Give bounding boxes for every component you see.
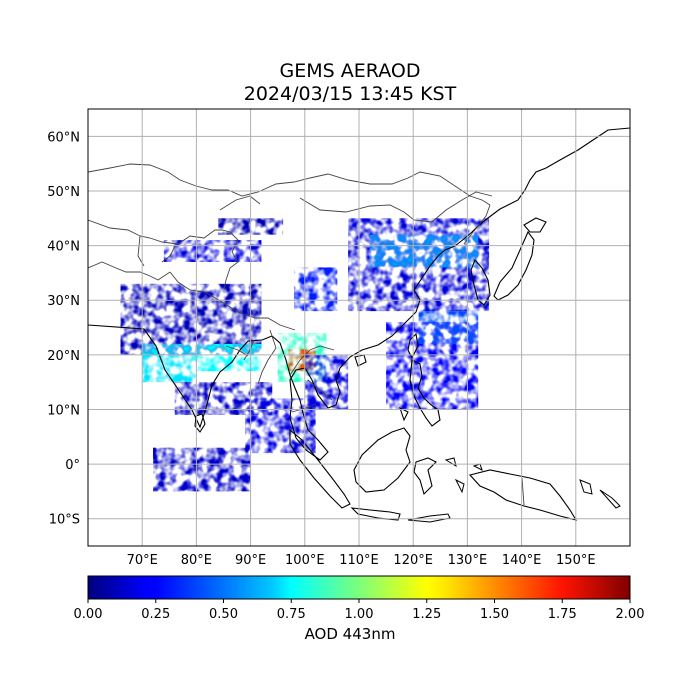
coastline-sulawesi <box>413 457 437 496</box>
colorbar-tick-labels: 0.00 0.25 0.50 0.75 1.00 1.25 1.50 1.75 2.00 <box>74 599 645 622</box>
coastline-java <box>350 507 401 521</box>
coastline-taiwan <box>407 332 419 360</box>
coastline-hainan <box>354 354 367 367</box>
lon-tick-label: 90°E <box>235 553 266 568</box>
latitude-tick-labels: 60°N 50°N 40°N 30°N 20°N 10°N 0° 10°S <box>47 130 80 527</box>
map-title: GEMS AERAOD <box>279 60 421 82</box>
aod-region-13 <box>153 447 251 492</box>
lon-tick-label: 100°E <box>285 553 325 568</box>
coastline-eurasia <box>88 127 630 461</box>
map-subtitle-datetime: 2024/03/15 13:45 KST <box>243 83 457 105</box>
lat-tick-label: 0° <box>65 458 80 473</box>
aod-region-2 <box>196 343 262 372</box>
coastline-small-islands <box>407 457 621 523</box>
map-frame <box>87 108 631 547</box>
longitude-tick-labels: 70°E 80°E 90°E 100°E 110°E 120°E 130°E 140°E 150… <box>127 553 596 568</box>
colorbar-tick-label: 1.25 <box>412 607 441 622</box>
lon-tick-label: 150°E <box>556 553 596 568</box>
lon-tick-label: 110°E <box>339 553 379 568</box>
lat-tick-label: 20°N <box>47 349 80 364</box>
lat-tick-label: 50°N <box>47 185 80 200</box>
colorbar-tick-label: 2.00 <box>616 607 645 622</box>
lon-tick-label: 70°E <box>127 553 158 568</box>
lon-tick-label: 120°E <box>393 553 433 568</box>
coastline-borneo <box>353 427 411 493</box>
aod-region-8 <box>245 398 316 454</box>
aod-region-5 <box>293 267 338 312</box>
colorbar-tick-label: 1.75 <box>548 607 577 622</box>
lat-tick-label: 10°S <box>49 513 80 528</box>
colorbar <box>87 575 631 600</box>
lon-tick-label: 80°E <box>181 553 212 568</box>
colorbar-label: AOD 443nm <box>304 625 396 643</box>
coastline-sri-lanka <box>194 413 206 433</box>
country-borders <box>88 163 525 506</box>
colorbar-tick-label: 0.00 <box>74 607 103 622</box>
lat-tick-label: 30°N <box>47 294 80 309</box>
lat-tick-label: 10°N <box>47 403 80 418</box>
colorbar-tick-label: 0.75 <box>277 607 306 622</box>
aod-region-0 <box>120 283 262 355</box>
aod-region-15 <box>418 311 479 344</box>
colorbar-tick-label: 0.50 <box>209 607 238 622</box>
lat-tick-label: 40°N <box>47 240 80 255</box>
lon-tick-label: 130°E <box>448 553 488 568</box>
coastline-korea <box>470 258 491 306</box>
lat-tick-label: 60°N <box>47 130 80 145</box>
coastline-philippines <box>399 359 441 427</box>
aod-region-10 <box>369 234 479 268</box>
coastline-japan <box>493 217 547 301</box>
graticule-gridlines <box>88 109 630 546</box>
coastlines-and-borders <box>88 127 630 523</box>
colorbar-tick-label: 1.00 <box>345 607 374 622</box>
colorbar-tick-label: 1.50 <box>480 607 509 622</box>
lon-tick-label: 140°E <box>502 553 542 568</box>
coastline-sumatra <box>289 428 351 509</box>
colorbar-tick-label: 0.25 <box>141 607 170 622</box>
